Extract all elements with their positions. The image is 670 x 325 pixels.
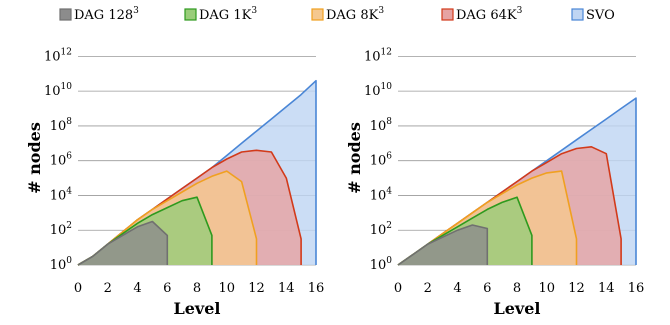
y-tick-exponent: 10 (381, 82, 393, 92)
series-dag-128-area (398, 225, 488, 265)
y-axis-label: # nodes (25, 122, 44, 194)
y-tick-exponent: 2 (386, 221, 392, 231)
legend-label-exponent: 3 (378, 6, 384, 16)
legend-label: DAG 1283 (74, 6, 139, 23)
y-tick-exponent: 8 (66, 117, 72, 127)
x-tick-label: 16 (628, 281, 645, 296)
y-tick-exponent: 10 (61, 82, 73, 92)
x-tick-label: 0 (74, 281, 82, 296)
y-tick-label: 1012 (44, 47, 72, 64)
x-tick-label: 10 (218, 281, 235, 296)
x-axis-label: Level (494, 299, 541, 318)
x-tick-label: 8 (193, 281, 201, 296)
legend-swatch (311, 8, 324, 21)
legend-item: DAG 8K3 (311, 6, 384, 23)
x-tick-label: 0 (394, 281, 402, 296)
x-tick-label: 4 (453, 281, 461, 296)
y-tick-exponent: 6 (66, 152, 72, 162)
y-tick-label: 1010 (44, 82, 72, 99)
x-tick-label: 4 (133, 281, 141, 296)
y-tick-exponent: 2 (66, 221, 72, 231)
x-tick-label: 6 (163, 281, 171, 296)
legend-swatch (184, 8, 197, 21)
legend-label-exponent: 3 (133, 6, 139, 16)
y-tick-label: 106 (370, 152, 393, 169)
series-dag-128-line (397, 224, 489, 266)
legend-label: DAG 1K3 (199, 6, 257, 23)
legend-label-exponent: 3 (517, 6, 523, 16)
legend-item: SVO (571, 8, 615, 23)
y-tick-exponent: 0 (386, 256, 392, 266)
x-tick-label: 12 (248, 281, 265, 296)
series-dag-128-line (77, 220, 169, 266)
legend-label: DAG 8K3 (326, 6, 384, 23)
y-tick-exponent: 12 (381, 47, 392, 57)
legend-swatch (441, 8, 454, 21)
y-axis-label: # nodes (345, 122, 364, 194)
y-tick-exponent: 8 (386, 117, 392, 127)
legend-label: DAG 64K3 (456, 6, 523, 23)
y-tick-label: 106 (50, 152, 73, 169)
x-axis-label: Level (174, 299, 221, 318)
y-tick-label: 102 (50, 221, 72, 238)
series-dag-128-area (78, 221, 168, 265)
x-tick-label: 8 (513, 281, 521, 296)
y-tick-label: 1010 (364, 82, 392, 99)
x-tick-label: 10 (538, 281, 555, 296)
x-tick-label: 6 (483, 281, 491, 296)
y-tick-exponent: 4 (386, 186, 392, 196)
x-tick-label: 2 (104, 281, 112, 296)
y-tick-exponent: 0 (66, 256, 72, 266)
y-tick-exponent: 4 (66, 186, 72, 196)
legend-item: DAG 1K3 (184, 6, 257, 23)
x-tick-label: 14 (598, 281, 615, 296)
y-tick-label: 104 (370, 186, 393, 203)
y-tick-label: 102 (370, 221, 392, 238)
y-tick-label: 104 (50, 186, 73, 203)
x-tick-label: 14 (278, 281, 295, 296)
legend-label: SVO (586, 8, 615, 23)
y-tick-label: 100 (50, 256, 73, 273)
y-tick-exponent: 6 (386, 152, 392, 162)
y-tick-label: 108 (50, 117, 73, 134)
x-tick-label: 2 (424, 281, 432, 296)
legend-swatch (571, 8, 584, 21)
x-tick-label: 16 (308, 281, 325, 296)
legend-item: DAG 1283 (59, 6, 139, 23)
y-tick-label: 100 (370, 256, 393, 273)
y-tick-label: 108 (370, 117, 393, 134)
y-tick-label: 1012 (364, 47, 392, 64)
legend-label-exponent: 3 (251, 6, 257, 16)
x-tick-label: 12 (568, 281, 585, 296)
legend-item: DAG 64K3 (441, 6, 523, 23)
legend-swatch (59, 8, 72, 21)
y-tick-exponent: 12 (61, 47, 72, 57)
